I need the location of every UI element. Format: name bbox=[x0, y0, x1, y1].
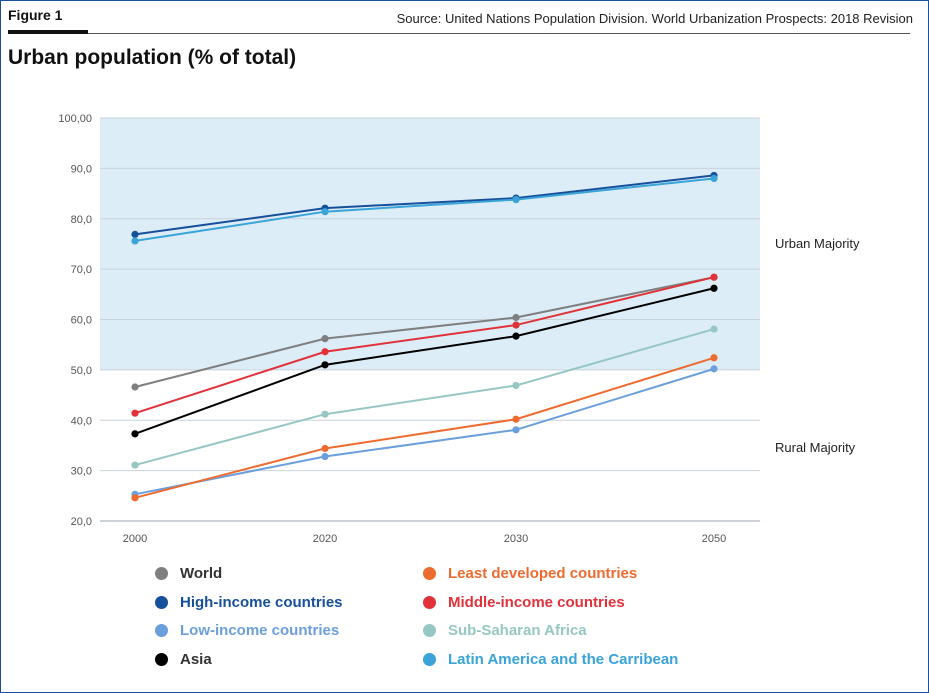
legend-label: Least developed countries bbox=[448, 565, 638, 582]
data-point-sub-saharan-africa bbox=[321, 410, 329, 418]
urban-majority-band bbox=[100, 118, 760, 370]
legend-item: Low-income countries bbox=[155, 622, 339, 639]
y-tick-label: 20,0 bbox=[71, 516, 92, 528]
data-point-latin-america-and-the-carribean bbox=[321, 208, 329, 216]
data-point-low-income-countries bbox=[710, 365, 718, 373]
figure-label: Figure 1 bbox=[8, 7, 63, 23]
data-point-low-income-countries bbox=[512, 426, 520, 434]
series-line-latin-america-and-the-carribean bbox=[134, 177, 715, 242]
legend-marker bbox=[155, 567, 168, 580]
data-point-world bbox=[131, 383, 139, 391]
data-point-asia bbox=[710, 284, 718, 292]
data-point-latin-america-and-the-carribean bbox=[131, 237, 139, 245]
data-point-latin-america-and-the-carribean bbox=[710, 174, 718, 183]
legend-label: Middle-income countries bbox=[448, 593, 625, 611]
legend-marker bbox=[423, 567, 436, 580]
legend-label: Low-income countries bbox=[180, 622, 340, 639]
data-point-sub-saharan-africa bbox=[710, 325, 718, 333]
legend-item: Latin America and the Carribean bbox=[423, 651, 678, 668]
urban-majority-label: Urban Majority bbox=[775, 236, 860, 251]
series-line-world bbox=[134, 276, 715, 388]
figure-label-underline bbox=[8, 30, 88, 34]
data-point-middle-income-countries bbox=[710, 273, 718, 281]
rural-majority-label: Rural Majority bbox=[775, 440, 856, 455]
y-tick-label: 60,0 bbox=[71, 315, 92, 327]
legend-item: Sub-Saharan Africa bbox=[423, 622, 587, 639]
chart-title: Urban population (% of total) bbox=[8, 46, 297, 69]
y-tick-label: 50,0 bbox=[71, 365, 92, 377]
source-note: Source: United Nations Population Divisi… bbox=[396, 11, 913, 26]
data-point-middle-income-countries bbox=[512, 321, 520, 329]
series-line-least-developed-countries bbox=[134, 356, 715, 499]
legend-item: Least developed countries bbox=[423, 565, 637, 582]
legend-label: High-income countries bbox=[180, 593, 343, 611]
legend-marker bbox=[423, 652, 436, 666]
data-point-world bbox=[512, 313, 520, 322]
legend-label: Sub-Saharan Africa bbox=[448, 622, 587, 639]
y-tick-label: 30,0 bbox=[71, 466, 92, 478]
x-tick-label: 2050 bbox=[702, 533, 726, 545]
data-point-least-developed-countries bbox=[512, 415, 520, 423]
legend-marker bbox=[155, 652, 168, 666]
data-point-sub-saharan-africa bbox=[512, 381, 520, 390]
legend-marker bbox=[423, 624, 436, 637]
data-point-high-income-countries bbox=[131, 230, 139, 238]
legend-marker bbox=[155, 595, 168, 609]
data-point-sub-saharan-africa bbox=[131, 461, 139, 469]
data-point-least-developed-countries bbox=[710, 354, 718, 362]
header-rule bbox=[88, 33, 910, 34]
data-point-asia bbox=[321, 361, 329, 369]
series-line-sub-saharan-africa bbox=[134, 328, 715, 467]
y-tick-label: 100,00 bbox=[58, 113, 92, 125]
legend-item: Middle-income countries bbox=[423, 594, 625, 611]
legend-marker bbox=[423, 595, 436, 609]
data-point-asia bbox=[512, 332, 520, 340]
series-line-high-income-countries bbox=[134, 174, 715, 236]
data-point-low-income-countries bbox=[321, 452, 329, 461]
legend-label: Latin America and the Carribean bbox=[448, 650, 679, 668]
legend-marker bbox=[155, 624, 168, 637]
legend-label: World bbox=[180, 565, 223, 582]
legend-item: High-income countries bbox=[155, 594, 343, 611]
data-point-middle-income-countries bbox=[321, 348, 329, 356]
data-point-least-developed-countries bbox=[321, 444, 329, 453]
series-line-low-income-countries bbox=[134, 367, 715, 496]
data-point-latin-america-and-the-carribean bbox=[512, 196, 520, 204]
legend-label: Asia bbox=[180, 650, 212, 668]
series-line-asia bbox=[134, 287, 715, 435]
y-tick-label: 40,0 bbox=[71, 415, 92, 427]
data-point-middle-income-countries bbox=[131, 409, 139, 417]
x-tick-label: 2020 bbox=[313, 533, 337, 545]
y-tick-label: 90,0 bbox=[71, 163, 92, 175]
legend-item: Asia bbox=[155, 651, 212, 668]
data-point-asia bbox=[131, 430, 139, 438]
x-tick-label: 2030 bbox=[504, 533, 528, 545]
y-tick-label: 70,0 bbox=[71, 264, 92, 276]
series-line-middle-income-countries bbox=[134, 276, 715, 415]
data-point-world bbox=[321, 335, 329, 343]
data-point-least-developed-countries bbox=[131, 494, 139, 502]
y-tick-label: 80,0 bbox=[71, 214, 92, 226]
x-tick-label: 2000 bbox=[123, 533, 147, 545]
legend-item: World bbox=[155, 565, 222, 582]
